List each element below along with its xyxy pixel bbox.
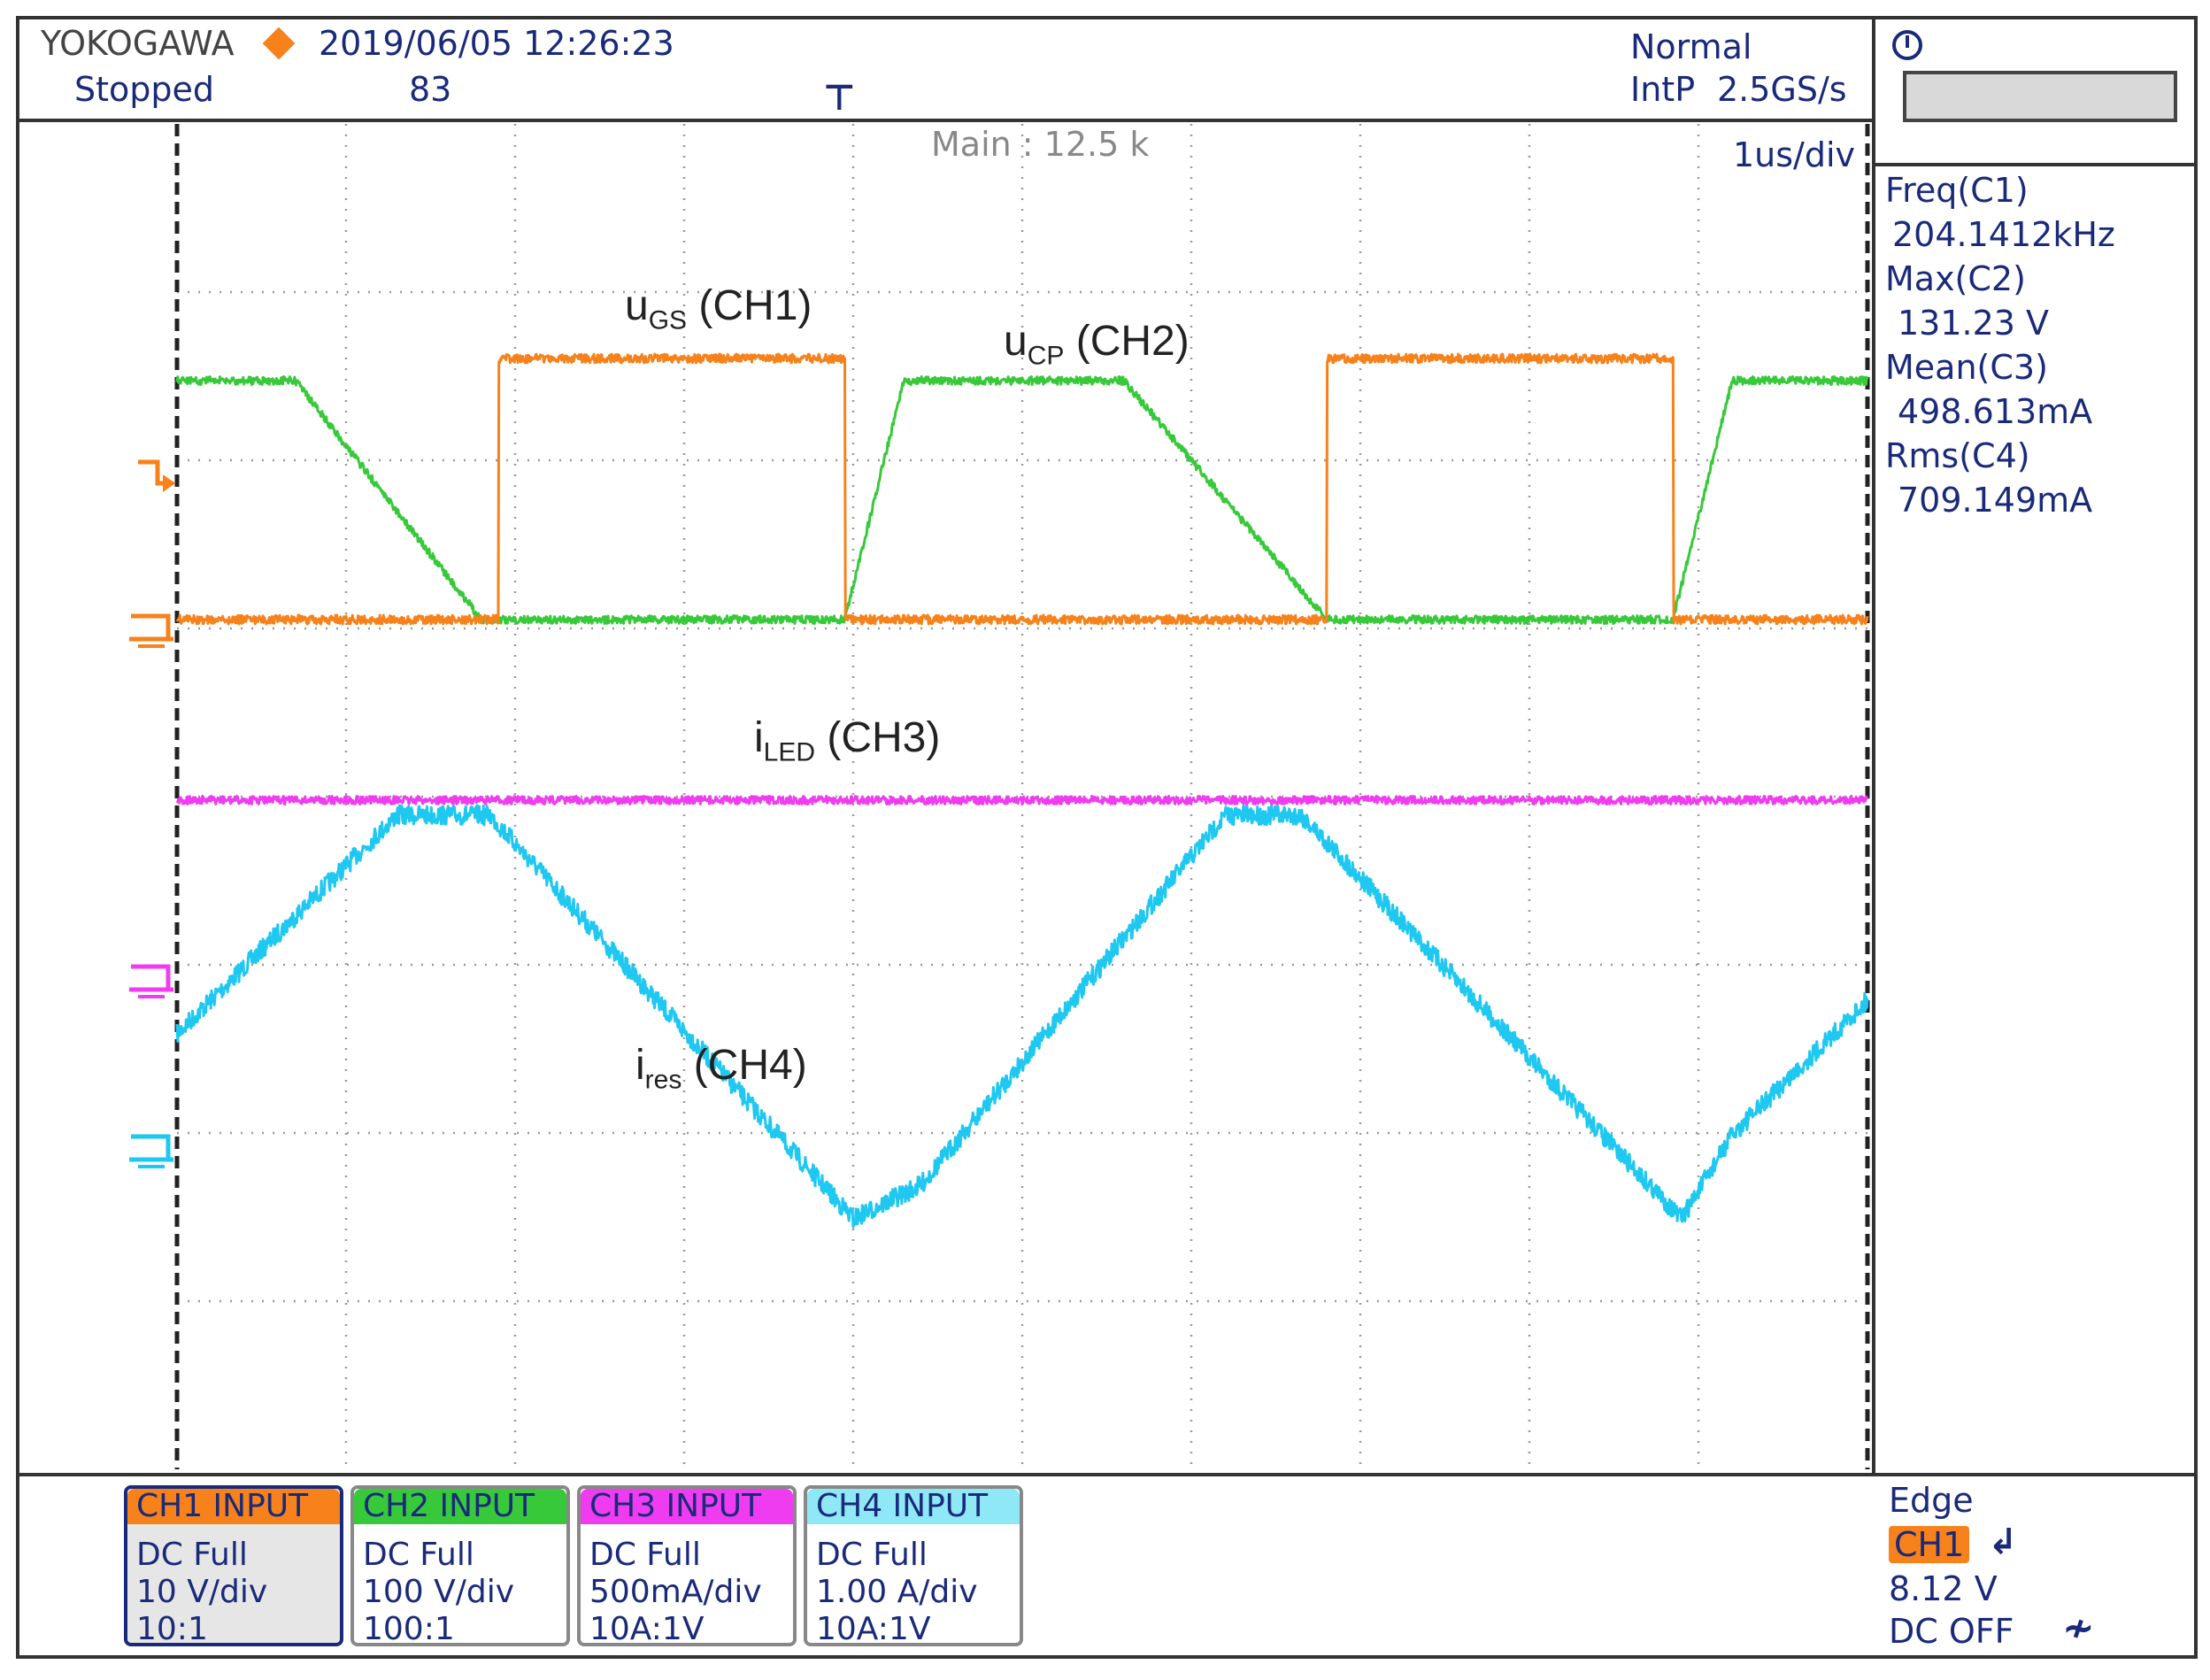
ch4-probe: 10A:1V xyxy=(816,1611,931,1647)
ch4-coupling: DC Full xyxy=(816,1537,928,1573)
ch1-probe: 10:1 xyxy=(136,1611,208,1647)
falling-edge-icon: ↲ xyxy=(1988,1522,2018,1562)
bottom-bar xyxy=(16,1473,2198,1659)
ch2-settings: DC Full 100 V/div 100:1 xyxy=(363,1537,514,1648)
record-length-info: Main : 12.5 k xyxy=(931,125,1150,164)
ch4-settings: DC Full 1.00 A/div 10A:1V xyxy=(816,1537,978,1648)
ch3-trace-label: iLED (CH3) xyxy=(754,714,941,767)
ch2-trace-label: uCP (CH2) xyxy=(1004,318,1190,371)
ch4-ground-marker xyxy=(129,1134,173,1168)
measurement-list: Freq(C1) 204.1412kHz Max(C2) 131.23 V Me… xyxy=(1885,168,2115,522)
progress-bar xyxy=(1903,71,2177,122)
ch4-trace-label: ires (CH4) xyxy=(635,1042,807,1095)
ch2-input-panel[interactable]: CH2 INPUT DC Full 100 V/div 100:1 xyxy=(350,1485,570,1648)
ch4-input-title: CH4 INPUT xyxy=(807,1489,1020,1524)
meas-mean-c3-value: 498.613mA xyxy=(1898,392,2093,431)
trace-ch2 xyxy=(175,375,1869,625)
trigger-filter: DC OFF xyxy=(1889,1612,2014,1651)
ch1-trace-label: uGS (CH1) xyxy=(625,282,812,335)
ch2-coupling: DC Full xyxy=(363,1537,474,1573)
trigger-position-icon: ⊤ xyxy=(823,78,856,119)
ch2-probe: 100:1 xyxy=(363,1611,455,1647)
ch1-input-panel[interactable]: CH1 INPUT DC Full 10 V/div 10:1 xyxy=(124,1485,343,1648)
ch4-scale: 1.00 A/div xyxy=(816,1574,978,1610)
ch3-scale: 500mA/div xyxy=(589,1574,762,1610)
ch1-scale: 10 V/div xyxy=(136,1574,268,1610)
sample-mode: IntP xyxy=(1630,70,1696,109)
meas-freq-c1-name[interactable]: Freq(C1) xyxy=(1885,171,2029,210)
trigger-source-badge: CH1 xyxy=(1889,1526,1970,1563)
trace-ch1 xyxy=(175,352,1869,626)
clock-icon xyxy=(1892,30,1922,60)
ch3-input-title: CH3 INPUT xyxy=(581,1489,793,1524)
brand-logo: YOKOGAWA xyxy=(41,24,235,63)
channel-ground-markers xyxy=(129,459,175,1168)
ch1-settings: DC Full 10 V/div 10:1 xyxy=(136,1537,267,1648)
ch3-ground-marker xyxy=(129,964,173,998)
ch3-probe: 10A:1V xyxy=(589,1611,705,1647)
meas-rms-c4-name[interactable]: Rms(C4) xyxy=(1885,436,2030,475)
ch1-coupling: DC Full xyxy=(136,1537,248,1573)
run-state[interactable]: Stopped xyxy=(74,70,215,109)
trigger-level: 8.12 V xyxy=(1889,1569,1998,1608)
ch3-settings: DC Full 500mA/div 10A:1V xyxy=(589,1537,762,1648)
trigger-mode[interactable]: Normal xyxy=(1630,27,1752,66)
ch1-input-title: CH1 INPUT xyxy=(127,1489,340,1524)
ch2-input-title: CH2 INPUT xyxy=(354,1489,566,1524)
graticule-grid xyxy=(174,124,1870,1469)
trigger-type: Edge xyxy=(1889,1481,1974,1520)
meas-rms-c4-value: 709.149mA xyxy=(1898,481,2093,520)
datetime: 2019/06/05 12:26:23 xyxy=(319,24,674,63)
ch1-ground-marker xyxy=(129,613,173,648)
meas-max-c2-name[interactable]: Max(C2) xyxy=(1885,259,2026,298)
meas-max-c2-value: 131.23 V xyxy=(1898,304,2050,343)
ch3-coupling: DC Full xyxy=(589,1537,701,1573)
ch4-input-panel[interactable]: CH4 INPUT DC Full 1.00 A/div 10A:1V xyxy=(804,1485,1023,1648)
ch1-trigger-level-marker xyxy=(138,459,175,492)
meas-mean-c3-name[interactable]: Mean(C3) xyxy=(1885,348,2048,387)
timebase-readout[interactable]: 1us/div xyxy=(1733,135,1856,174)
ch2-scale: 100 V/div xyxy=(363,1574,515,1610)
waveform-traces xyxy=(175,352,1869,1229)
ch3-input-panel[interactable]: CH3 INPUT DC Full 500mA/div 10A:1V xyxy=(577,1485,797,1648)
trace-ch3 xyxy=(175,795,1869,805)
sample-rate: 2.5GS/s xyxy=(1717,70,1847,109)
acquisition-count: 83 xyxy=(409,70,452,109)
clock-hand-icon xyxy=(1906,35,1909,48)
trace-ch4 xyxy=(175,804,1869,1229)
meas-freq-c1-value: 204.1412kHz xyxy=(1892,215,2115,254)
noise-reject-icon: ≁ xyxy=(2062,1606,2095,1651)
